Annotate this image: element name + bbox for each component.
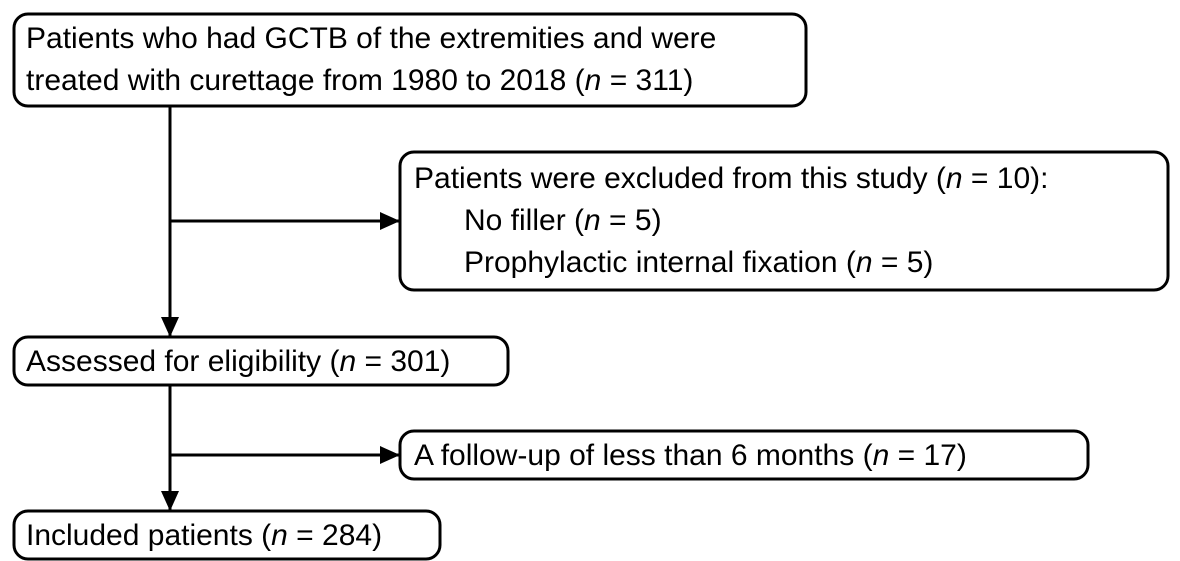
box-cohort-line1: Patients who had GCTB of the extremities… [26, 22, 716, 55]
box-excluded-line1: Patients were excluded from this study (… [414, 162, 1048, 195]
box-short-followup-text: A follow-up of less than 6 months (n = 1… [414, 439, 967, 472]
box-included-text: Included patients (n = 284) [26, 519, 382, 552]
box-excluded-line2: No filler (n = 5) [464, 204, 662, 237]
box-eligibility-text: Assessed for eligibility (n = 301) [26, 345, 450, 378]
box-excluded-line3: Prophylactic internal fixation (n = 5) [464, 246, 933, 279]
box-cohort-line2: treated with curettage from 1980 to 2018… [26, 64, 693, 97]
